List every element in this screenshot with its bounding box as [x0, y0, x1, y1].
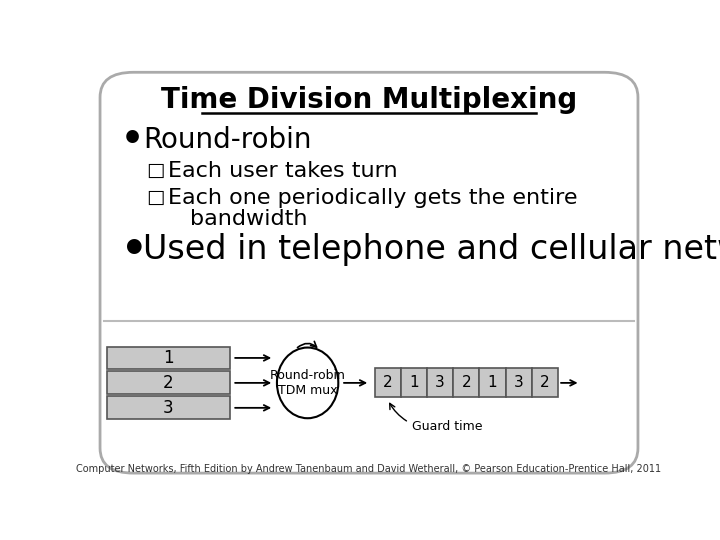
- FancyBboxPatch shape: [401, 368, 427, 397]
- Text: •: •: [121, 229, 148, 271]
- Text: 3: 3: [163, 399, 174, 417]
- Text: 1: 1: [487, 375, 498, 390]
- FancyBboxPatch shape: [107, 347, 230, 369]
- Ellipse shape: [277, 348, 338, 418]
- Text: Each one periodically gets the entire: Each one periodically gets the entire: [168, 188, 577, 208]
- FancyBboxPatch shape: [100, 72, 638, 473]
- FancyBboxPatch shape: [374, 368, 401, 397]
- Text: Used in telephone and cellular networks: Used in telephone and cellular networks: [143, 233, 720, 266]
- FancyBboxPatch shape: [480, 368, 505, 397]
- FancyBboxPatch shape: [107, 396, 230, 419]
- Text: Computer Networks, Fifth Edition by Andrew Tanenbaum and David Wetherall, © Pear: Computer Networks, Fifth Edition by Andr…: [76, 464, 662, 474]
- Text: Round-robin: Round-robin: [143, 126, 312, 154]
- Text: Each user takes turn: Each user takes turn: [168, 161, 397, 181]
- Text: 3: 3: [436, 375, 445, 390]
- FancyBboxPatch shape: [107, 372, 230, 394]
- Text: Time Division Multiplexing: Time Division Multiplexing: [161, 86, 577, 114]
- Text: □: □: [145, 161, 164, 180]
- Text: □: □: [145, 188, 164, 207]
- Text: •: •: [121, 123, 144, 157]
- Text: 2: 2: [163, 374, 174, 392]
- FancyBboxPatch shape: [505, 368, 532, 397]
- FancyBboxPatch shape: [454, 368, 480, 397]
- Text: 2: 2: [540, 375, 550, 390]
- Text: Round-robin
TDM mux: Round-robin TDM mux: [270, 369, 346, 397]
- Text: 1: 1: [409, 375, 419, 390]
- Text: 3: 3: [514, 375, 523, 390]
- FancyBboxPatch shape: [532, 368, 558, 397]
- Text: Guard time: Guard time: [412, 420, 482, 433]
- Text: bandwidth: bandwidth: [190, 208, 308, 228]
- Text: 2: 2: [462, 375, 471, 390]
- Text: 2: 2: [383, 375, 392, 390]
- Text: 1: 1: [163, 349, 174, 367]
- FancyBboxPatch shape: [427, 368, 454, 397]
